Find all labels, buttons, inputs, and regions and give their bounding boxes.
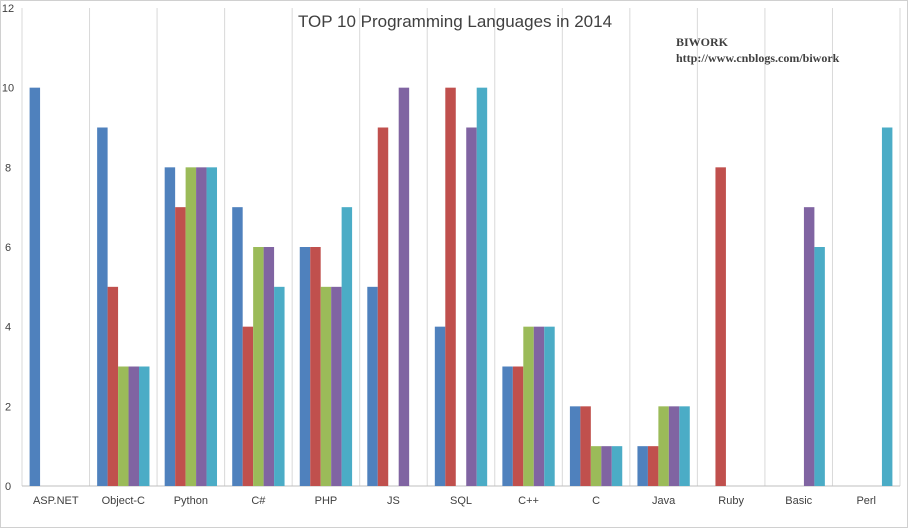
bar <box>274 286 285 486</box>
y-tick-label: 8 <box>5 162 11 174</box>
y-tick-label: 2 <box>5 401 11 413</box>
watermark-url: http://www.cnblogs.com/biwork <box>676 51 840 65</box>
y-tick-label: 10 <box>2 83 14 95</box>
x-tick-label: PHP <box>315 495 338 507</box>
bar <box>476 87 488 487</box>
x-tick-label: JS <box>387 495 400 507</box>
grid-lines <box>21 8 901 487</box>
y-axis-ticks: 0 2 4 6 8 10 12 <box>2 3 14 493</box>
bar <box>523 326 534 486</box>
bar <box>502 366 513 486</box>
bar <box>29 87 41 487</box>
bar <box>398 87 410 487</box>
x-tick-label: C <box>592 495 600 507</box>
y-tick-label: 4 <box>5 322 11 334</box>
bar <box>185 167 197 487</box>
bar <box>647 446 659 486</box>
bar <box>679 406 690 486</box>
bar <box>128 366 140 486</box>
x-tick-label: C# <box>251 495 266 507</box>
bar <box>232 207 243 486</box>
bar <box>206 167 218 487</box>
bar <box>533 326 545 486</box>
bar <box>242 326 254 486</box>
bar <box>466 127 477 486</box>
bar <box>320 286 332 486</box>
y-tick-label: 12 <box>2 3 14 15</box>
bar-series <box>29 87 893 487</box>
bar <box>164 167 176 487</box>
bar <box>97 127 108 486</box>
bar <box>814 247 825 486</box>
x-axis-ticks: ASP.NET Object-C Python C# PHP JS SQL C++ C Java R… <box>33 495 876 507</box>
bar <box>658 406 669 486</box>
bar <box>803 207 815 486</box>
bar <box>377 127 389 486</box>
watermark-name: BIWORK <box>676 35 729 49</box>
bar <box>611 446 623 486</box>
bar <box>445 87 456 487</box>
bar <box>107 286 119 486</box>
bar <box>331 286 342 486</box>
bar <box>139 366 150 486</box>
bar <box>367 286 378 486</box>
x-tick-label: C++ <box>518 495 539 507</box>
x-tick-label: Python <box>174 495 208 507</box>
bar <box>434 326 446 486</box>
bar <box>310 247 321 486</box>
x-tick-label: Object-C <box>102 495 145 507</box>
bar <box>118 366 129 486</box>
chart-title: TOP 10 Programming Languages in 2014 <box>298 12 612 31</box>
bar <box>580 406 591 486</box>
bar <box>881 127 893 486</box>
bar <box>715 167 726 487</box>
bar <box>569 406 581 486</box>
bar <box>263 247 275 486</box>
x-tick-label: Ruby <box>718 495 744 507</box>
x-tick-label: ASP.NET <box>33 495 79 507</box>
bar <box>601 446 612 486</box>
x-tick-label: SQL <box>450 495 472 507</box>
y-tick-label: 6 <box>5 242 11 254</box>
x-tick-label: Java <box>652 495 676 507</box>
bar <box>512 366 524 486</box>
bar <box>175 207 186 486</box>
bar <box>668 406 680 486</box>
bar <box>637 446 648 486</box>
bar <box>253 247 264 486</box>
bar <box>590 446 602 486</box>
bar <box>196 167 207 487</box>
x-tick-label: Basic <box>785 495 812 507</box>
y-tick-label: 0 <box>5 481 11 493</box>
bar <box>299 247 311 486</box>
bar <box>341 207 353 486</box>
bar <box>544 326 555 486</box>
x-tick-label: Perl <box>856 495 876 507</box>
